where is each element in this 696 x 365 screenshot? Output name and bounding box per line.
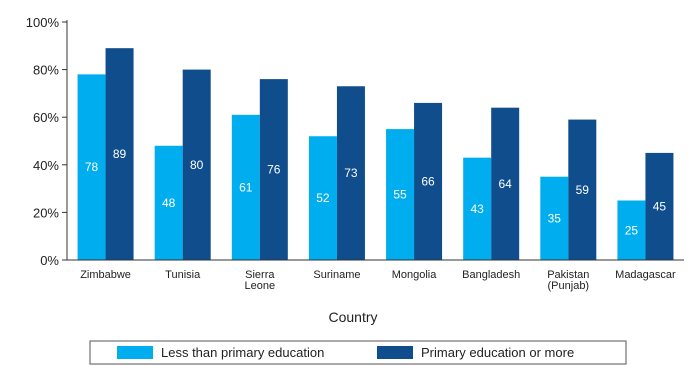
y-tick-label: 0% (40, 253, 59, 268)
x-tick-label: Bangladesh (462, 269, 520, 281)
bar (154, 145, 183, 260)
bar-value-label: 78 (85, 160, 99, 174)
bar (259, 79, 288, 261)
bar-value-label: 48 (162, 196, 176, 210)
bar-value-label: 89 (113, 147, 127, 161)
bar-value-label: 80 (190, 158, 204, 172)
bar (308, 136, 337, 260)
bar (645, 152, 674, 260)
bar (386, 129, 415, 260)
legend-label: Primary education or more (421, 345, 574, 360)
legend-swatch (377, 346, 413, 359)
bar (231, 114, 260, 260)
legend-label: Less than primary education (161, 345, 324, 360)
bar (463, 157, 492, 260)
legend-box (89, 340, 627, 365)
x-tick-label: Tunisia (165, 269, 201, 281)
bar-value-label: 43 (471, 202, 485, 216)
x-tick-label: Sierra Leone (245, 269, 276, 292)
legend-swatch (117, 346, 153, 359)
bar-value-label: 66 (421, 174, 435, 188)
bar (182, 69, 211, 260)
x-tick-label: Suriname (313, 269, 360, 281)
bar-value-label: 76 (267, 163, 281, 177)
x-tick-label: Madagascar (615, 269, 676, 281)
bar-value-label: 35 (548, 211, 562, 225)
bar-value-label: 25 (625, 223, 639, 237)
y-axis: 0% 20% 40% 60% 80% 100% (26, 15, 68, 268)
bar (568, 119, 597, 260)
bar-value-label: 45 (653, 199, 667, 213)
legend: Less than primary education Primary educa… (89, 340, 627, 365)
bar-value-label: 55 (393, 188, 407, 202)
bars: 78 89 48 80 61 76 52 73 55 66 43 64 35 59 25 45 (77, 48, 674, 261)
x-tick-label: Mongolia (392, 269, 438, 281)
y-tick-label: 80% (33, 63, 59, 78)
x-axis: Zimbabwe Tunisia Sierra Leone Suriname Mongol… (67, 259, 684, 292)
bar (540, 176, 569, 260)
y-tick-label: 20% (33, 205, 59, 220)
bar-value-label: 61 (239, 180, 253, 194)
bar (414, 102, 443, 260)
bar (77, 74, 106, 260)
x-tick-label: Pakistan (Punjab) (547, 269, 589, 292)
bar (491, 107, 520, 261)
y-tick-label: 40% (33, 158, 59, 173)
bar-value-label: 52 (316, 191, 330, 205)
bar-value-label: 64 (499, 177, 513, 191)
bar (105, 48, 134, 261)
x-tick-label: Zimbabwe (80, 269, 131, 281)
x-axis-label: Country (328, 309, 377, 325)
bar (336, 86, 365, 260)
bar (617, 200, 646, 260)
y-tick-label: 100% (26, 15, 60, 30)
bar-value-label: 59 (576, 183, 590, 197)
y-tick-label: 60% (33, 110, 59, 125)
bar-value-label: 73 (344, 166, 358, 180)
